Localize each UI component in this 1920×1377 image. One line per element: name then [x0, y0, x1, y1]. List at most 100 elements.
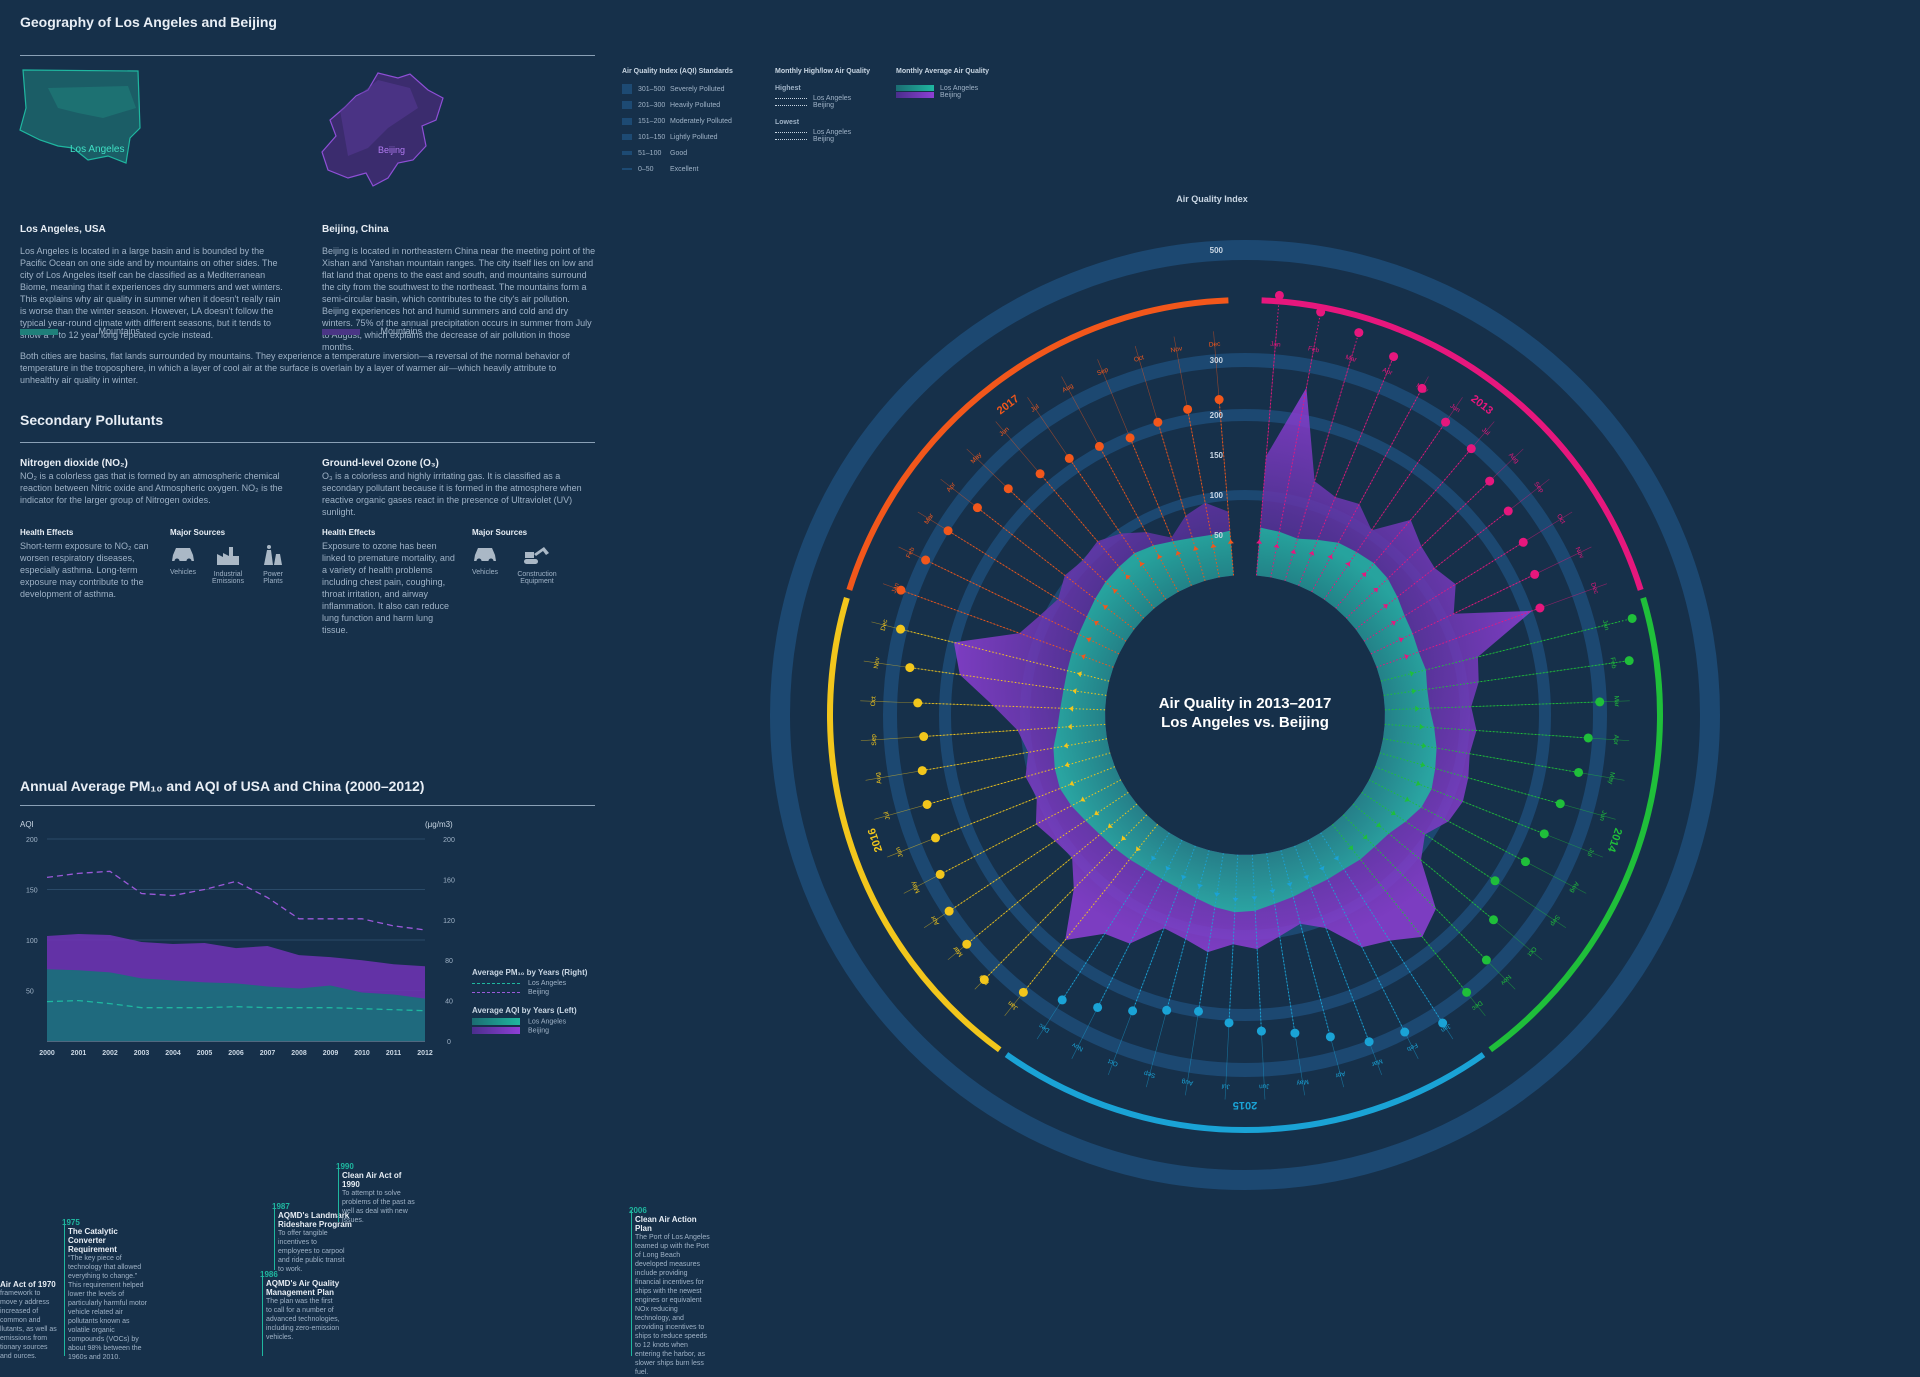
high-line — [1280, 850, 1331, 1037]
high-line — [1384, 701, 1600, 711]
high-dot — [1438, 1018, 1448, 1028]
month-label: Nov — [873, 656, 882, 669]
high-dot — [1354, 328, 1364, 338]
low-marker — [1232, 897, 1239, 902]
month-label: Jul — [1480, 427, 1491, 438]
timeline-item: 1975 The Catalytic Converter Requirement… — [62, 1218, 150, 1362]
low-marker — [1415, 780, 1421, 786]
high-line — [1187, 409, 1220, 578]
year-arc-2017 — [846, 297, 1229, 591]
low-marker — [1404, 796, 1410, 802]
low-marker — [1072, 688, 1077, 695]
month-label: Sep — [1548, 914, 1560, 928]
area-los-angeles — [47, 969, 425, 1041]
aqi-tick-label: 200 — [1210, 411, 1224, 420]
high-dot — [1093, 1002, 1103, 1012]
high-dot — [1183, 404, 1193, 414]
month-label: Nov — [1574, 546, 1586, 560]
aqi-band-ring — [770, 240, 1720, 1190]
aqi-tick-label: 500 — [1210, 246, 1224, 255]
pm10-line-los-angeles — [46, 999, 426, 1012]
la-map: Los Angeles — [19, 69, 141, 164]
year-arc-2015 — [1004, 1052, 1486, 1133]
la-text: Los Angeles is located in a large basin … — [20, 246, 283, 340]
avg-bj: Beijing — [896, 92, 1006, 99]
left-axis-label: AQI — [20, 820, 34, 829]
la-mountains-label: Mountains — [98, 326, 141, 336]
high-dot — [913, 698, 923, 708]
month-label: Apr — [1381, 367, 1394, 378]
legend-label: Beijing — [528, 989, 550, 996]
x-tick-label: 2010 — [354, 1050, 370, 1057]
high-dot — [1214, 395, 1224, 405]
month-label: Mar — [923, 512, 935, 526]
month-label: Sep — [1143, 1069, 1156, 1079]
low-marker — [1256, 539, 1263, 544]
high-line — [1361, 791, 1496, 882]
legend-pm-title: Average PM₁₀ by Years (Right) — [472, 968, 588, 977]
year-label: 2016 — [866, 826, 885, 853]
low-marker — [1390, 620, 1396, 626]
timeline-body: To attempt to solve problems of the past… — [342, 1190, 415, 1224]
high-dot — [1441, 417, 1451, 427]
low-marker — [1080, 796, 1086, 802]
low-marker — [1398, 637, 1404, 643]
high-dot — [1194, 1006, 1204, 1016]
source-label: Power Plants — [263, 571, 283, 585]
month-label: Sep — [1096, 366, 1110, 377]
aqi-level-label: Excellent — [670, 165, 699, 173]
low-marker — [1409, 670, 1415, 677]
legend-pm-la: Los Angeles — [472, 980, 602, 987]
month-label: Dec — [880, 618, 890, 632]
high-line — [1307, 839, 1406, 1033]
aqi-level-swatch — [622, 151, 632, 155]
month-label: Dec — [1589, 582, 1600, 596]
source-construction: Construction Equipment — [512, 544, 562, 585]
high-line — [923, 723, 1106, 738]
aqi-tick-label: 150 — [1210, 451, 1224, 460]
right-tick-label: 200 — [443, 837, 455, 844]
month-label: Feb — [1405, 1041, 1418, 1052]
hl-legend-title: Monthly High/low Air Quality — [775, 68, 871, 75]
x-tick-label: 2009 — [323, 1050, 339, 1057]
high-dot — [1364, 1037, 1374, 1047]
low-marker — [1063, 742, 1069, 749]
month-label: May — [909, 879, 921, 894]
high-line — [1068, 458, 1167, 600]
aqi-level-range: 201–300 — [638, 101, 666, 109]
low-marker — [1175, 550, 1182, 556]
aqi-tick-label: 300 — [1210, 356, 1224, 365]
year-arc-2013 — [1261, 297, 1644, 591]
aqi-level-range: 0–50 — [638, 165, 654, 173]
low-marker — [1251, 896, 1258, 901]
month-label: Apr — [1334, 1069, 1346, 1079]
high-line — [1332, 824, 1468, 993]
year-arc-2014 — [1488, 597, 1663, 1053]
high-line — [1374, 766, 1545, 835]
low-marker — [1151, 855, 1157, 861]
high-line — [1218, 399, 1235, 576]
timeline-year: 1986 — [260, 1270, 278, 1279]
right-tick-label: 0 — [447, 1039, 451, 1046]
high-dot — [1539, 829, 1549, 839]
high-dot — [1583, 733, 1593, 743]
low-marker — [1081, 654, 1086, 660]
timeline-year: 2006 — [629, 1206, 647, 1215]
lowest-label: Lowest — [775, 119, 800, 126]
low-marker — [1269, 889, 1276, 894]
aqi-level-label: Moderately Polluted — [670, 117, 732, 125]
high-dot — [1595, 697, 1605, 707]
aqi-level-row: 101–150 Lightly Polluted — [622, 129, 742, 145]
hl-high-bj: Beijing — [775, 102, 885, 109]
high-line — [1022, 824, 1158, 993]
high-dot — [931, 833, 941, 843]
low-marker — [1210, 543, 1217, 549]
high-line — [1270, 311, 1322, 578]
aqi-level-range: 51–100 — [638, 149, 662, 157]
month-label: Mar — [1613, 696, 1620, 708]
low-marker — [1069, 780, 1075, 786]
high-dot — [1094, 441, 1104, 451]
high-line — [909, 667, 1107, 696]
high-line — [1039, 473, 1155, 609]
aqi-level-range: 301–500 — [638, 85, 666, 93]
